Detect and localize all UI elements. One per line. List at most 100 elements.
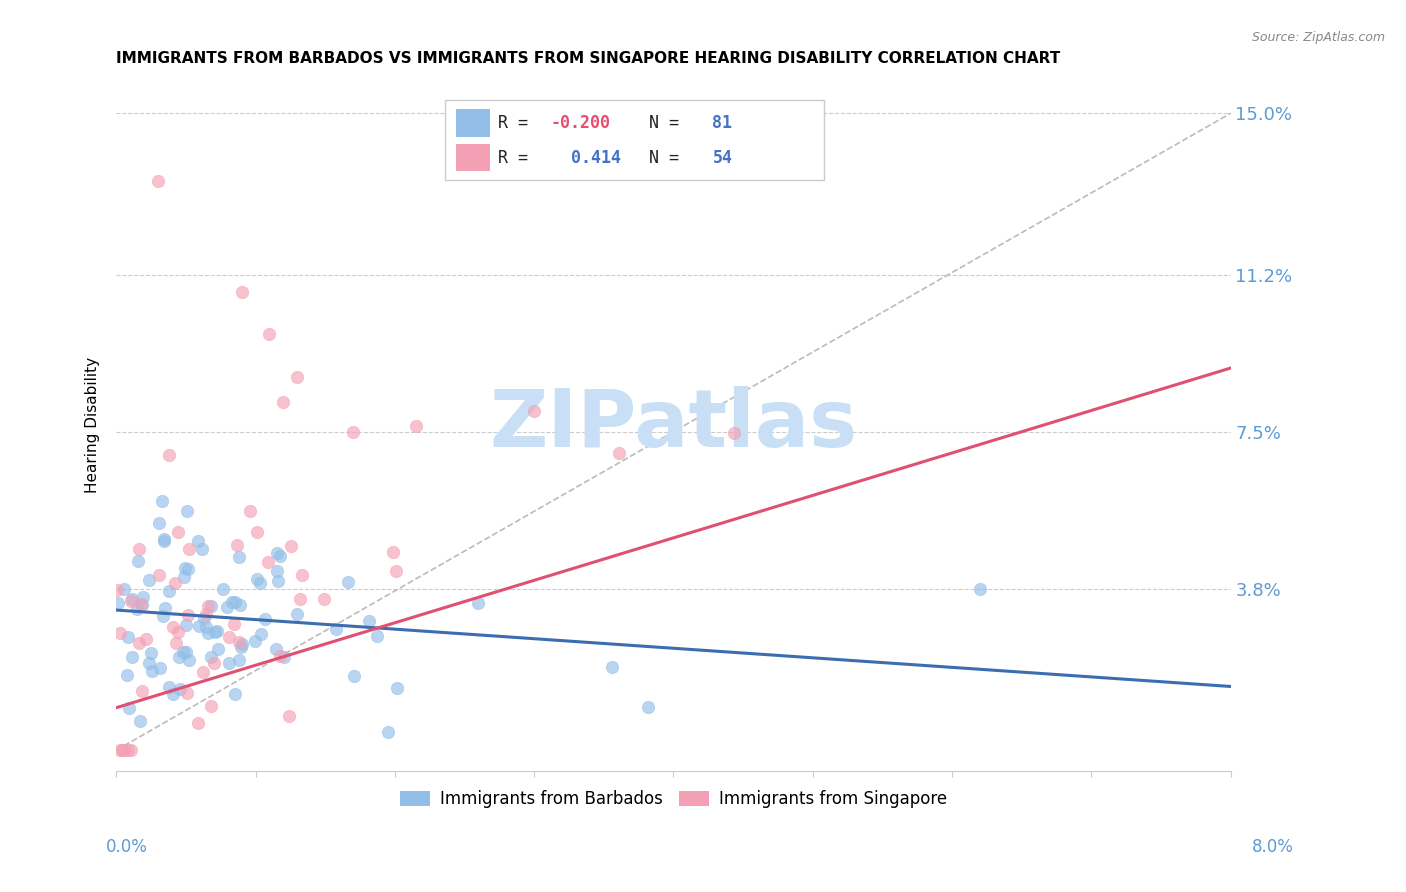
Point — [176, 607, 198, 622]
Point — [218, 656, 240, 670]
Point — [325, 622, 347, 636]
Text: R =: R = — [499, 149, 538, 167]
Point — [723, 426, 745, 441]
Point — [135, 632, 157, 646]
Point — [169, 681, 191, 696]
FancyBboxPatch shape — [444, 100, 824, 179]
Point — [174, 618, 197, 632]
Point — [314, 592, 336, 607]
Point — [264, 642, 287, 657]
Point — [285, 369, 308, 384]
Point — [218, 630, 240, 644]
Point — [197, 625, 219, 640]
Point — [172, 645, 194, 659]
Point — [121, 650, 143, 665]
Point — [215, 600, 238, 615]
Point — [273, 395, 295, 409]
Point — [637, 699, 659, 714]
Point — [188, 619, 211, 633]
Point — [342, 425, 364, 439]
Point — [231, 637, 253, 651]
Point — [108, 626, 131, 640]
Point — [128, 541, 150, 556]
Point — [231, 285, 253, 299]
Point — [231, 640, 253, 655]
Text: R =: R = — [499, 114, 538, 132]
Point — [205, 624, 228, 638]
Text: IMMIGRANTS FROM BARBADOS VS IMMIGRANTS FROM SINGAPORE HEARING DISABILITY CORRELA: IMMIGRANTS FROM BARBADOS VS IMMIGRANTS F… — [117, 51, 1060, 66]
Point — [523, 403, 546, 417]
Point — [207, 641, 229, 656]
Point — [187, 715, 209, 730]
Point — [162, 620, 184, 634]
Point — [121, 591, 143, 606]
Point — [150, 494, 173, 508]
Point — [167, 525, 190, 540]
Point — [246, 525, 269, 540]
Point — [173, 570, 195, 584]
Point — [278, 709, 301, 723]
Point — [193, 611, 215, 625]
Point — [118, 700, 141, 714]
Point — [162, 687, 184, 701]
Y-axis label: Hearing Disability: Hearing Disability — [86, 358, 100, 493]
Legend: Immigrants from Barbados, Immigrants from Singapore: Immigrants from Barbados, Immigrants fro… — [392, 783, 953, 815]
Point — [197, 599, 219, 613]
Point — [120, 593, 142, 607]
Point — [111, 743, 134, 757]
Point — [131, 683, 153, 698]
Point — [267, 574, 290, 589]
Point — [176, 504, 198, 518]
Bar — [456, 144, 489, 171]
Point — [127, 601, 149, 615]
Point — [211, 582, 233, 596]
Point — [132, 590, 155, 604]
Point — [166, 624, 188, 639]
Point — [229, 599, 252, 613]
Point — [288, 591, 311, 606]
Point — [108, 743, 131, 757]
Point — [291, 568, 314, 582]
Point — [174, 645, 197, 659]
Point — [112, 743, 135, 757]
Point — [131, 597, 153, 611]
Point — [228, 550, 250, 565]
Point — [280, 540, 302, 554]
Text: ZIPatlas: ZIPatlas — [489, 386, 858, 465]
Point — [384, 564, 406, 578]
Text: 54: 54 — [713, 149, 733, 167]
Point — [224, 687, 246, 701]
Point — [225, 538, 247, 552]
Point — [249, 576, 271, 591]
Point — [117, 630, 139, 644]
Point — [176, 561, 198, 575]
Text: Source: ZipAtlas.com: Source: ZipAtlas.com — [1251, 31, 1385, 45]
Point — [259, 327, 281, 342]
Point — [105, 583, 128, 598]
Point — [128, 635, 150, 649]
Point — [969, 582, 991, 596]
Point — [138, 656, 160, 670]
Point — [194, 607, 217, 621]
Point — [200, 650, 222, 665]
Point — [146, 174, 169, 188]
Point — [112, 582, 135, 596]
Point — [141, 664, 163, 678]
Point — [467, 596, 489, 610]
Point — [204, 624, 226, 639]
Text: N =: N = — [628, 149, 689, 167]
Point — [194, 620, 217, 634]
Bar — [456, 109, 489, 136]
Point — [190, 541, 212, 556]
Point — [202, 657, 225, 671]
Point — [266, 546, 288, 560]
Point — [273, 649, 295, 664]
Point — [193, 665, 215, 679]
Text: -0.200: -0.200 — [551, 114, 610, 132]
Point — [166, 636, 188, 650]
Point — [200, 699, 222, 714]
Point — [257, 555, 280, 569]
Text: 0.0%: 0.0% — [105, 838, 148, 855]
Point — [157, 584, 180, 599]
Point — [120, 743, 142, 757]
